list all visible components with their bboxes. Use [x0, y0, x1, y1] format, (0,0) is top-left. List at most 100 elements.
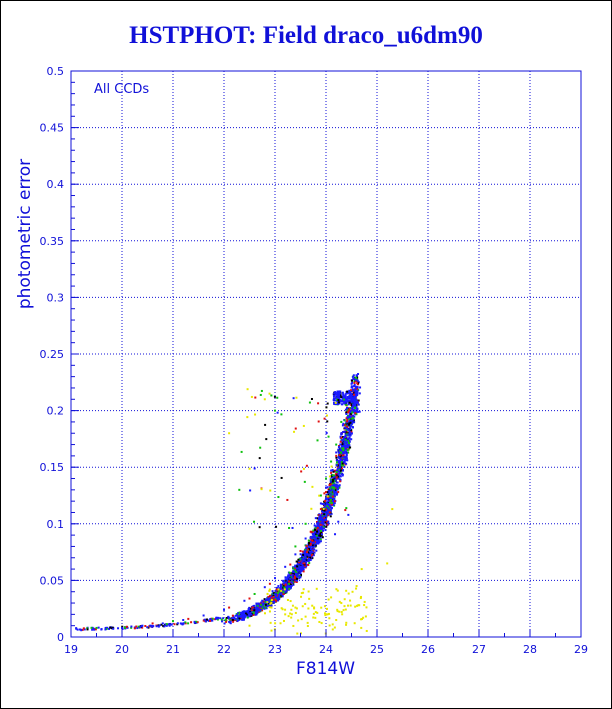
- data-point-green: [325, 477, 327, 480]
- data-point-blue: [282, 582, 285, 585]
- data-point-blue: [346, 399, 349, 402]
- data-point-blue: [204, 620, 207, 623]
- data-point-red: [348, 408, 351, 411]
- data-point-red: [339, 440, 342, 443]
- data-point-red: [344, 509, 347, 512]
- data-point-red: [310, 539, 313, 542]
- data-point-blue: [248, 607, 251, 610]
- data-point-blue: [248, 615, 251, 618]
- data-point-blue: [350, 398, 353, 401]
- data-point-blue: [310, 540, 313, 543]
- data-point-green: [340, 460, 343, 463]
- data-point-blue: [311, 546, 314, 549]
- data-point-blue: [316, 523, 319, 526]
- data-point-black: [157, 624, 160, 627]
- data-point-blue: [298, 577, 301, 580]
- data-point-blue: [354, 395, 357, 398]
- data-point-black: [273, 395, 276, 398]
- data-point-blue: [324, 515, 327, 518]
- data-point-blue: [350, 394, 353, 397]
- data-point-blue: [337, 451, 340, 454]
- data-point-green: [264, 601, 267, 604]
- data-point-blue: [328, 513, 331, 516]
- data-point-blue: [339, 390, 342, 393]
- data-point-black: [331, 478, 334, 481]
- data-point-blue: [357, 373, 360, 376]
- data-point-blue: [344, 396, 347, 399]
- data-point-green: [274, 598, 277, 601]
- data-point-yellow: [335, 588, 338, 591]
- data-point-blue: [343, 455, 346, 458]
- data-point-blue: [310, 556, 313, 559]
- data-point-blue: [254, 612, 257, 615]
- data-point-yellow: [363, 604, 366, 607]
- data-point-yellow: [328, 475, 331, 478]
- data-point-black: [341, 462, 344, 465]
- data-point-green: [336, 397, 339, 400]
- data-point-blue: [344, 434, 347, 437]
- data-point-green: [345, 432, 348, 435]
- data-point-green: [130, 626, 133, 629]
- data-point-blue: [348, 432, 351, 435]
- data-point-green: [316, 439, 319, 442]
- data-point-blue: [280, 584, 283, 587]
- data-point-green: [90, 626, 93, 629]
- data-point-blue: [299, 567, 302, 570]
- data-point-green: [333, 480, 336, 483]
- data-point-blue: [257, 602, 260, 605]
- y-tick-label: 0.2: [47, 405, 65, 418]
- data-point-green: [335, 461, 338, 464]
- data-point-red: [340, 467, 343, 470]
- x-tick-label: 22: [217, 643, 231, 656]
- data-point-blue: [293, 566, 296, 569]
- data-point-blue: [341, 438, 344, 441]
- data-point-red: [310, 542, 313, 545]
- data-point-blue: [341, 456, 344, 459]
- data-point-yellow: [277, 588, 280, 591]
- data-point-blue: [344, 440, 347, 443]
- data-point-yellow: [289, 612, 292, 615]
- data-point-blue: [358, 410, 361, 413]
- data-point-green: [267, 603, 270, 606]
- data-point-green: [228, 618, 231, 621]
- data-point-green: [339, 450, 342, 453]
- data-point-blue: [299, 571, 302, 574]
- data-point-blue: [347, 444, 350, 447]
- data-point-red: [309, 543, 312, 546]
- data-point-green: [105, 627, 108, 630]
- data-point-red: [325, 508, 328, 511]
- data-point-blue: [350, 410, 353, 413]
- data-point-red: [210, 617, 213, 620]
- data-point-blue: [297, 571, 300, 574]
- data-point-blue: [311, 542, 314, 545]
- data-point-black: [314, 544, 317, 547]
- data-point-blue: [322, 529, 325, 532]
- data-point-red: [345, 425, 348, 428]
- data-point-blue: [267, 601, 270, 604]
- data-point-green: [260, 389, 263, 392]
- data-point-red: [303, 562, 306, 565]
- data-point-blue: [318, 528, 321, 531]
- data-point-yellow: [291, 604, 294, 607]
- data-point-blue: [304, 549, 307, 552]
- data-point-blue: [344, 393, 347, 396]
- data-point-black: [337, 399, 340, 402]
- chart-title: HSTPHOT: Field draco_u6dm90: [129, 22, 483, 49]
- data-point-blue: [256, 611, 259, 614]
- data-point-blue: [354, 378, 357, 381]
- data-point-red: [311, 553, 314, 556]
- data-point-blue: [332, 501, 335, 504]
- data-point-blue: [349, 391, 352, 394]
- data-point-blue: [292, 397, 295, 400]
- data-point-blue: [257, 609, 260, 612]
- data-point-red: [300, 470, 303, 473]
- data-point-red: [324, 499, 327, 502]
- x-tick-label: 27: [472, 643, 486, 656]
- data-point-yellow: [254, 413, 257, 416]
- data-point-black: [308, 543, 311, 546]
- data-point-blue: [351, 418, 354, 421]
- data-point-green: [353, 379, 356, 382]
- data-point-green: [338, 486, 341, 489]
- data-point-blue: [269, 604, 272, 607]
- data-point-blue: [346, 443, 349, 446]
